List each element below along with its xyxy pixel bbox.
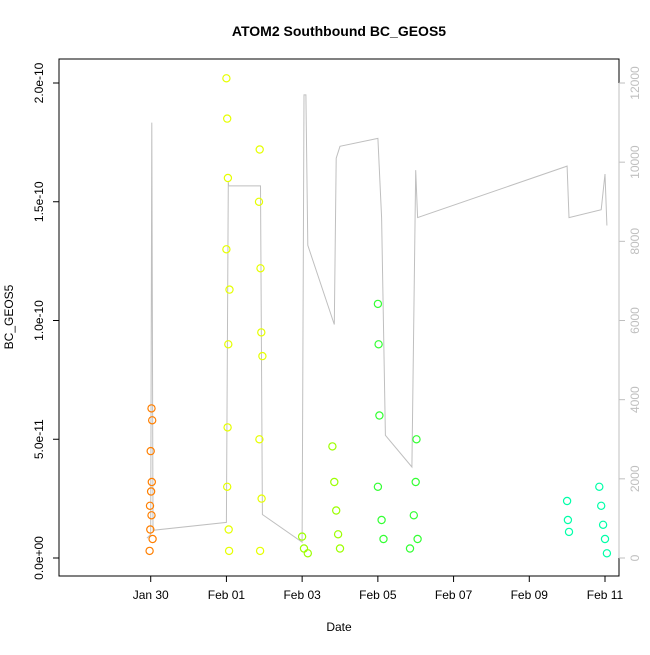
y-axis: 0.0e+00 5.0e-11 1.0e-10 1.5e-10 2.0e-10 [32,62,59,580]
x-axis-label: Date [326,620,352,634]
data-point [255,546,265,556]
data-point [222,74,231,83]
data-point [146,487,156,496]
data-point [374,340,383,349]
x-tick-label: Feb 01 [208,588,246,602]
data-point [145,501,155,510]
data-point [147,511,156,520]
data-point [224,340,233,349]
data-point [255,145,264,154]
data-point [564,527,574,537]
secondary-y-tick-label: 12000 [628,66,642,100]
x-tick-label: Feb 05 [359,588,397,602]
x-tick-label: Feb 11 [587,588,624,602]
data-point [256,264,265,273]
data-point [225,285,234,294]
data-point [257,494,266,503]
data-point [222,114,232,123]
data-point [303,549,312,558]
data-point [562,496,572,506]
data-point [223,423,232,432]
data-point [377,515,386,525]
y-tick-label: 1.0e-10 [32,300,46,341]
secondary-y-tick-label: 4000 [628,386,642,413]
data-point [223,173,233,183]
secondary-y-tick-label: 0 [628,554,642,561]
data-point [413,534,422,544]
data-point [147,404,156,413]
data-point [379,534,388,544]
data-point [222,245,231,254]
data-point [224,525,233,534]
data-point [600,534,610,544]
data-point [375,411,384,420]
data-point [147,477,156,487]
data-point [373,482,383,491]
y-axis-label: BC_GEOS5 [2,284,16,349]
data-point [145,546,154,556]
data-point [602,549,612,558]
chart-title: ATOM2 Southbound BC_GEOS5 [232,23,446,39]
x-tick-label: Feb 09 [511,588,549,602]
secondary-series-line [146,94,608,544]
data-point [146,446,155,456]
secondary-y-axis: 0 2000 4000 6000 8000 10000 12000 [618,66,642,561]
data-point [330,477,339,487]
data-point [146,525,155,534]
x-tick-label: Feb 03 [283,588,321,602]
y-tick-label: 0.0e+00 [32,536,46,580]
data-point [147,416,157,425]
data-point [297,532,307,541]
y-tick-label: 1.5e-10 [32,181,46,222]
x-tick-label: Feb 07 [435,588,473,602]
plot-frame [58,58,620,577]
secondary-y-tick-label: 10000 [628,145,642,179]
data-point [595,482,604,491]
data-point [405,544,415,553]
data-point [254,197,264,206]
data-point [409,511,418,520]
secondary-y-tick-label: 8000 [628,228,642,255]
data-point [411,477,420,487]
x-tick-label: Jan 30 [133,588,169,602]
data-point [299,544,309,553]
data-point [373,299,383,309]
data-point [332,506,341,515]
data-point [598,520,608,530]
data-point [597,501,606,510]
data-point [563,515,573,525]
data-point [258,351,267,361]
data-point [224,546,234,556]
y-tick-label: 2.0e-10 [32,62,46,103]
secondary-y-tick-label: 2000 [628,465,642,492]
data-points [145,74,612,558]
data-point [257,328,266,337]
data-point [412,435,421,444]
x-axis: Jan 30 Feb 01 Feb 03 Feb 05 Feb 07 Feb 09 Feb … [133,576,624,602]
secondary-y-tick-label: 6000 [628,307,642,334]
data-point [255,435,264,444]
data-point [222,482,232,491]
data-point [148,534,157,544]
secondary-series-path [146,94,608,544]
y-tick-label: 5.0e-11 [32,419,46,459]
data-point [335,544,345,553]
data-point [328,442,337,451]
data-point [333,530,343,539]
